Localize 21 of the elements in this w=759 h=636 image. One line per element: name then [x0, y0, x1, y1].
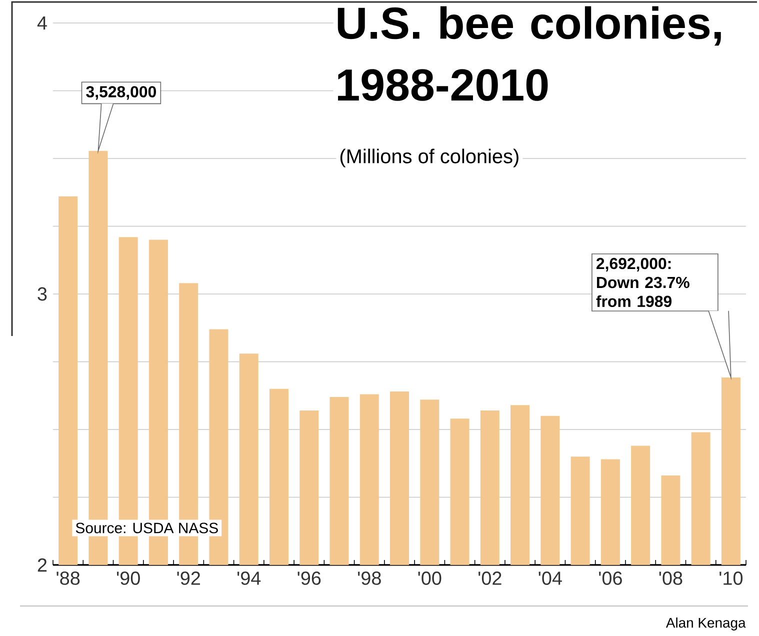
x-tick-label: '88: [56, 572, 80, 585]
x-tick-label: '94: [237, 572, 261, 585]
x-tick-label: '06: [599, 572, 622, 585]
x-tick-label: '96: [298, 572, 321, 585]
x-tick-label: '04: [538, 572, 562, 585]
annotation: 2,692,000: Down 23.7% from 1989: [596, 258, 690, 308]
x-tick-label: '90: [116, 572, 140, 585]
y-tick-label: 2: [38, 558, 47, 572]
text: Alan Kenaga: [666, 617, 746, 630]
x-tick-label: '10: [720, 572, 743, 585]
x-tick-label: '08: [659, 572, 682, 585]
x-tick-label: '00: [418, 572, 442, 585]
annotation: Source: USDA NASS: [76, 522, 218, 534]
x-tick-label: '02: [478, 572, 502, 585]
text: (Millions of colonies): [340, 148, 518, 168]
y-tick-label: 4: [37, 16, 47, 30]
annotation: 3,528,000: [86, 86, 156, 100]
y-tick-label: 3: [38, 287, 47, 301]
chart-title: U.S. bee colonies, 1988-2010: [338, 6, 721, 101]
x-tick-label: '92: [177, 572, 200, 585]
x-tick-label: '98: [358, 572, 381, 585]
